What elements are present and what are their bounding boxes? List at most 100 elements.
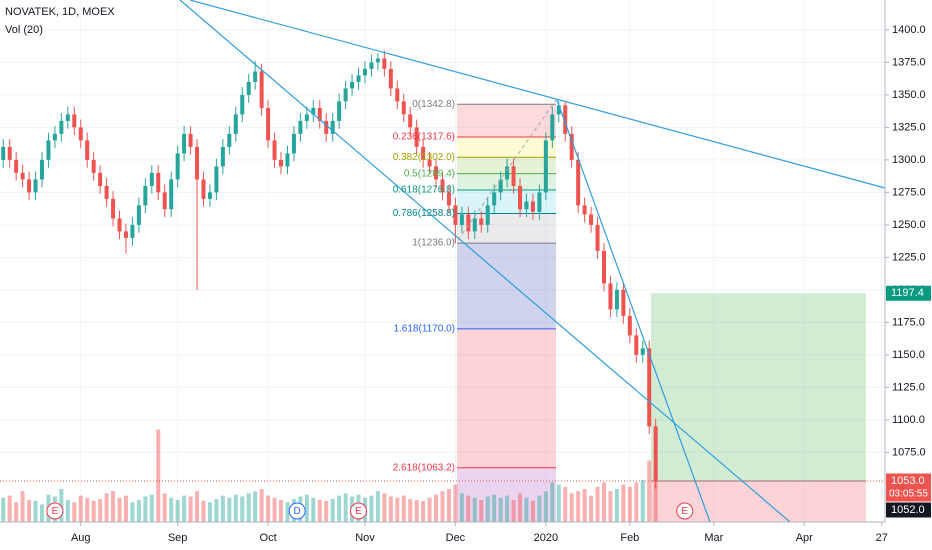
volume-bar [130,502,135,522]
x-tick-label: Oct [260,532,277,544]
candle-body [104,185,109,199]
fib-label: 0.236(1317.6) [393,132,455,143]
candle-body [511,166,516,186]
fib-band [457,104,556,138]
x-tick-label: Nov [355,532,375,544]
volume-bar [498,497,503,522]
candle-body [524,201,529,210]
volume-bar [595,486,600,522]
candle-body [201,179,206,199]
volume-bar [589,495,594,522]
volume-bar [337,495,342,522]
volume-bar [511,500,516,522]
volume-bar [27,500,32,522]
candle-body [117,218,122,232]
x-tick-label: Mar [704,532,723,544]
volume-bar [240,496,245,522]
x-tick-label: Dec [446,532,466,544]
fib-band [457,328,556,468]
candle-body [576,159,581,206]
volume-bar [104,493,109,522]
candle-body [98,172,103,186]
candle-body [350,81,355,89]
y-tick-label: 1100.0 [892,414,925,426]
candle-body [279,159,284,167]
y-tick-label: 1325.0 [892,121,926,133]
fib-band [457,467,556,522]
marks [1,50,658,522]
volume-bar [195,491,200,522]
volume-bar [279,500,284,522]
candle-body [285,153,290,167]
y-tick-label: 1125.0 [892,381,925,393]
y-tick-label: 1400.0 [892,24,926,36]
price-tag-label: 1197.4 [891,287,924,299]
volume-bar [627,486,632,522]
volume-bar [375,491,380,522]
candle-body [220,146,225,167]
volume-bar [311,497,316,522]
candle-body [356,75,361,82]
volume-bar [182,495,187,522]
volume-bar [505,495,510,522]
fib-label: 0.382(1302.0) [393,152,455,163]
volume-bar [1,497,6,522]
volume-bar [123,495,128,522]
candle-body [227,133,232,147]
volume-bar [434,494,439,522]
volume-bar [530,500,535,522]
volume-bar [472,497,477,522]
fib-band [457,157,556,174]
chart-title: NOVATEK, 1D, MOEX [5,6,115,18]
event-marker [288,502,306,520]
volume-bar [621,484,626,522]
volume-bar [85,497,90,522]
volume-bar [518,493,523,522]
volume-bar [608,491,613,522]
candle-body [395,88,400,102]
price-axis [885,0,932,550]
event-label: E [355,506,362,517]
candle-body [440,179,445,193]
volume-bar [414,500,419,522]
candle-body [240,94,245,115]
volume-bar [7,495,12,522]
candle-body [505,166,510,180]
volume-bar [317,500,322,522]
candle-body [627,315,632,336]
candle-body [530,201,535,212]
candle-body [640,348,645,355]
event-marker [350,502,368,520]
fib-band [457,243,556,329]
x-tick-label: 27 [876,532,888,544]
candle-body [291,133,296,154]
candle-body [298,120,303,134]
fib-label: 0(1342.8) [412,99,455,110]
volume-bar [72,502,77,522]
candle-body [1,146,6,160]
volume-bar [266,495,271,522]
volume-bar [111,491,116,522]
volume-bar [259,489,264,522]
candle-body [33,179,38,193]
candle-body [492,192,497,206]
volume-bar [343,493,348,522]
price-tag-label: 1053.0 [891,475,925,487]
candle-body [343,88,348,102]
fib-band [457,173,556,191]
volume-bar [614,489,619,522]
candle-body [401,101,406,115]
candle-body [188,133,193,147]
volume-bar [556,484,561,522]
candle-body [317,107,322,121]
volume-bar [479,500,484,522]
candle-body [595,224,600,251]
candle-body [330,120,335,134]
indicator-label: Vol (20) [5,24,43,36]
volume-bar [20,491,25,522]
y-tick-label: 1375.0 [892,56,926,68]
candle-body [518,185,523,210]
fib-label: 1(1236.0) [412,238,455,249]
volume-bar [136,500,141,522]
candle-body [569,133,574,160]
